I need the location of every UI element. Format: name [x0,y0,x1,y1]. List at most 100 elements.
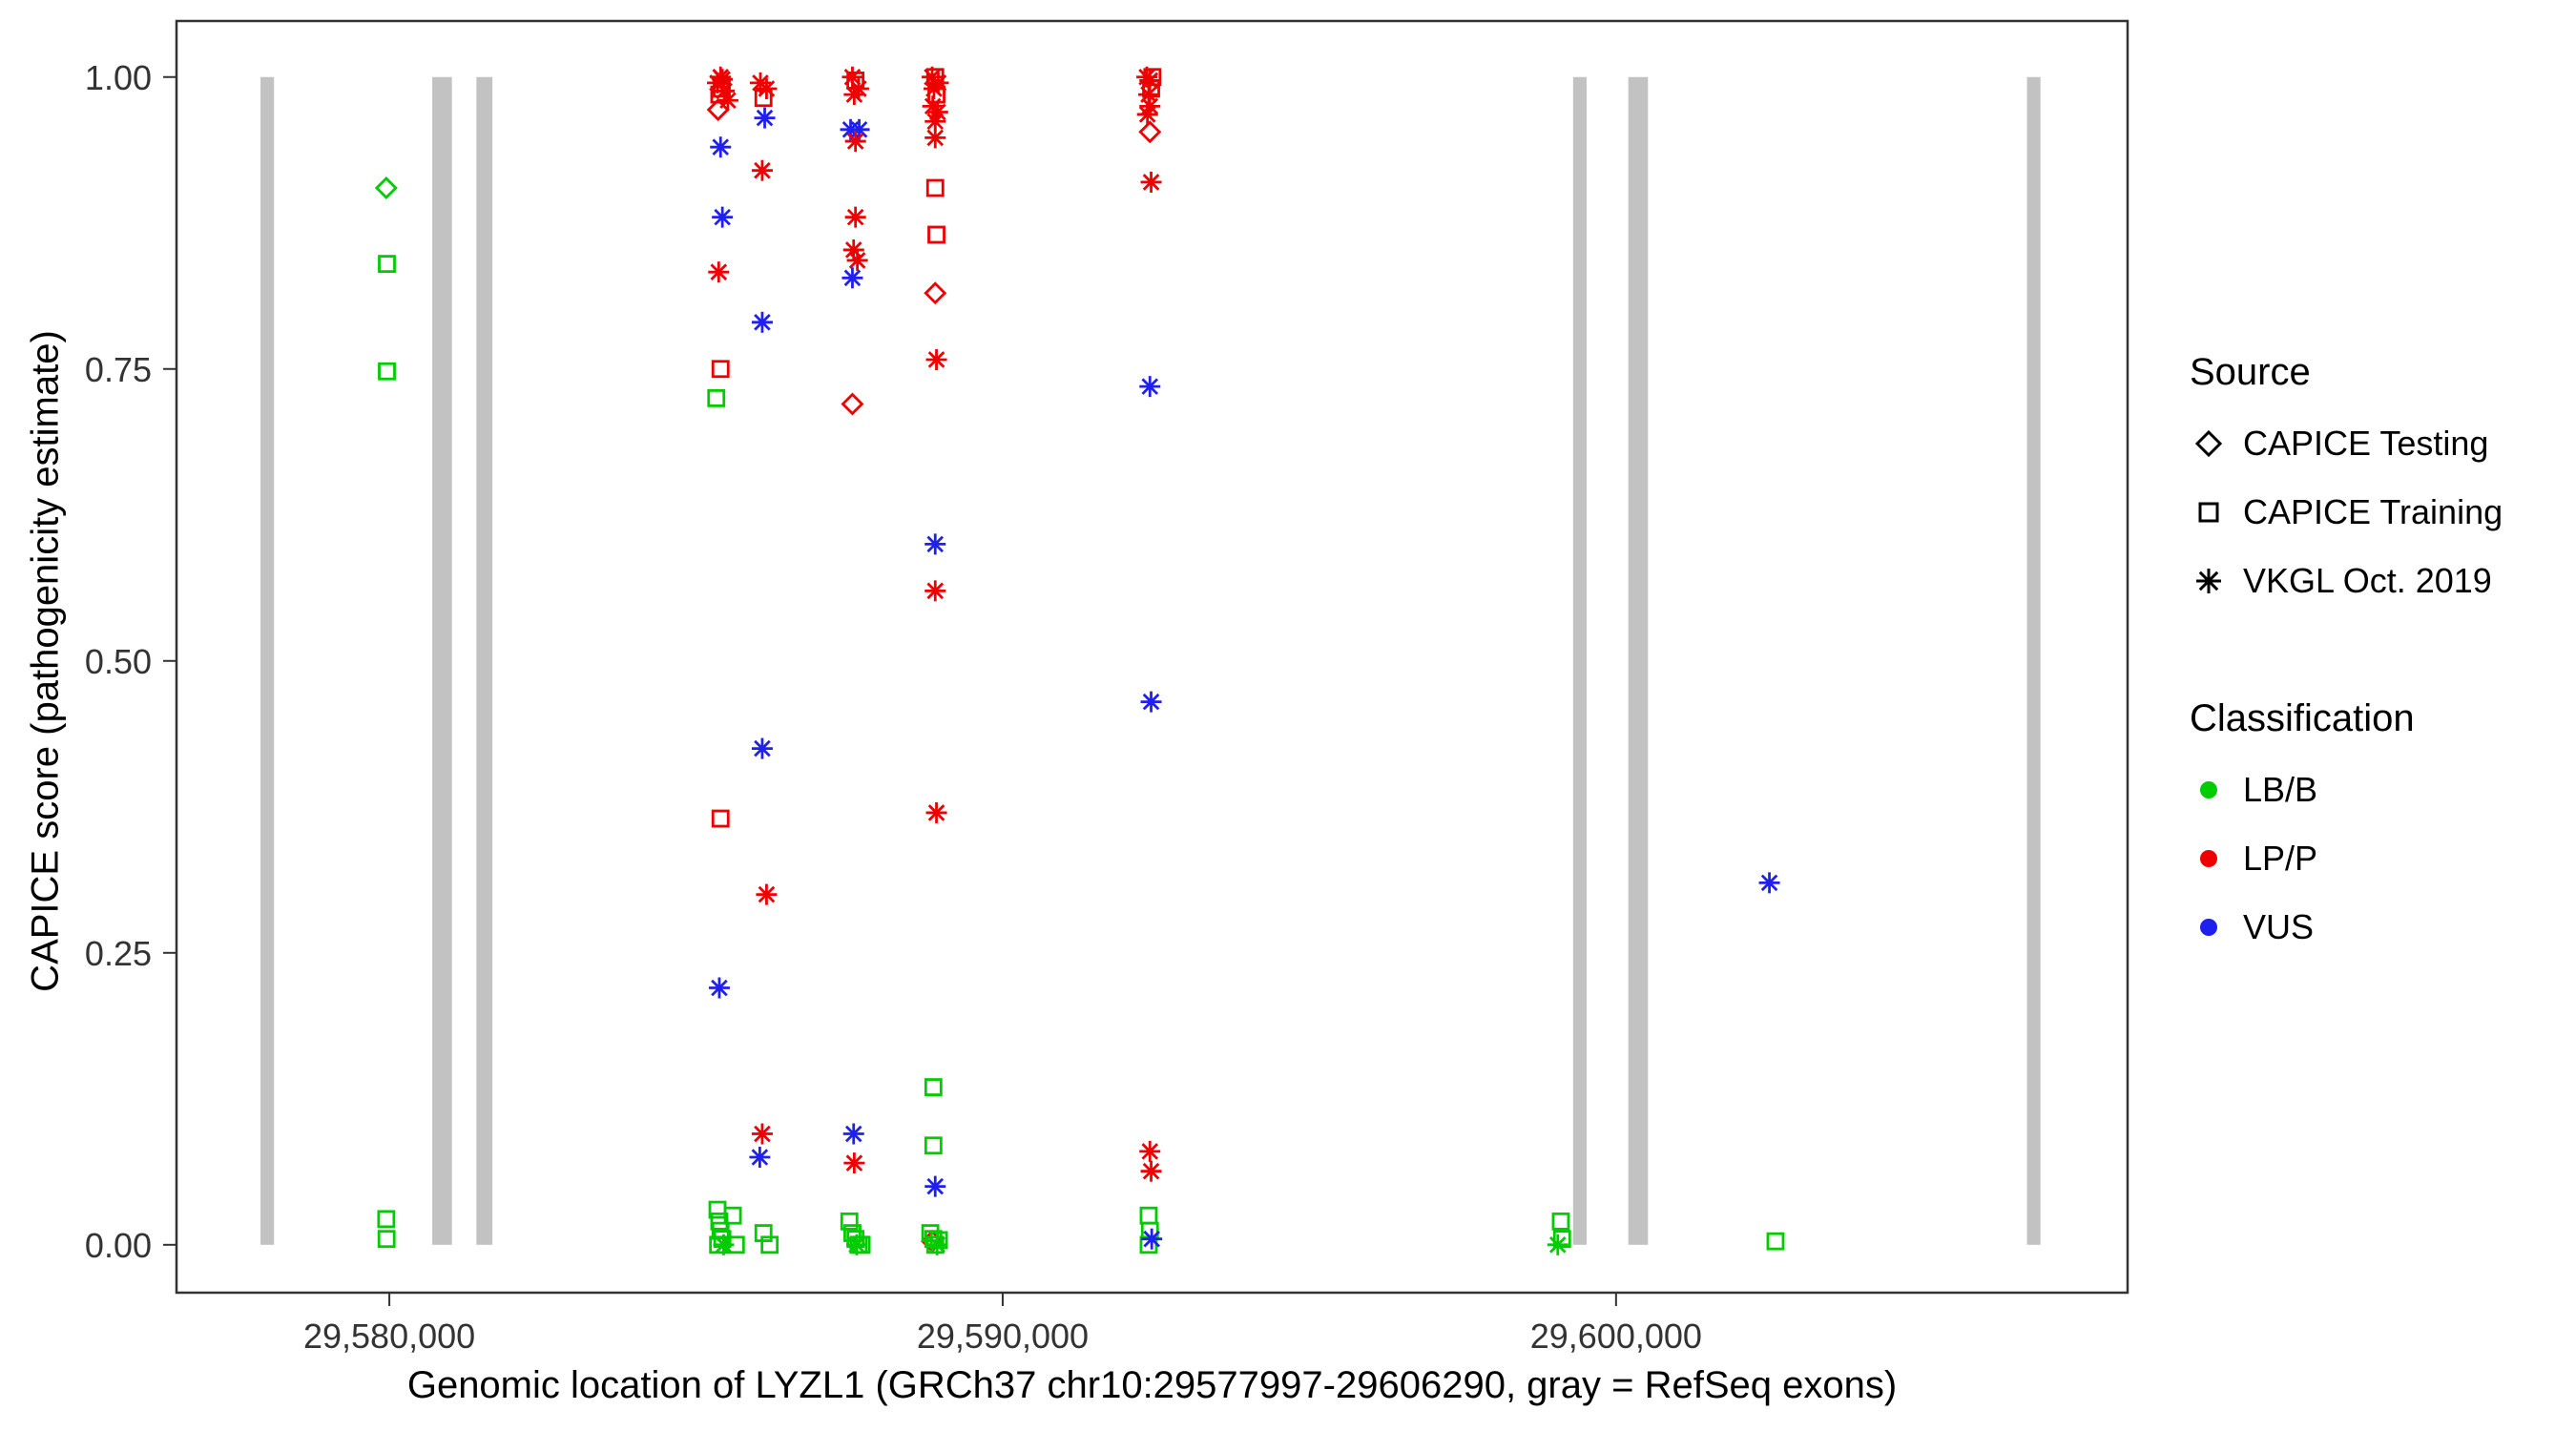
green-dot-icon [2200,781,2217,798]
asterisk-icon [2196,569,2221,593]
refseq-exon-bar [432,76,452,1245]
data-point-square [378,362,396,381]
data-point-asterisk [751,159,773,181]
data-point-square [924,1136,943,1155]
data-point-diamond [924,281,947,305]
legend-section-classification: Classification LB/B LP/P VUS [2190,697,2503,962]
data-point-square [760,1235,779,1255]
data-point-asterisk [754,107,776,129]
data-point-asterisk [924,580,946,602]
panel-border [175,19,2129,1295]
data-point-asterisk [924,533,946,555]
data-point-asterisk [1140,171,1162,193]
data-point-square [726,1235,745,1255]
data-point-square [378,255,396,274]
data-point-asterisk [926,1234,948,1255]
data-point-diamond [374,176,398,200]
legend-label-vus: VUS [2243,907,2315,946]
data-point-asterisk [846,249,868,271]
x-axis-tick-label: 29,590,000 [917,1317,1089,1356]
data-point-asterisk [1547,1234,1568,1255]
data-point-square [1766,1232,1785,1251]
data-point-square [1551,1212,1570,1231]
data-point-square [713,79,731,98]
legend-label-vkgl: VKGL Oct. 2019 [2243,561,2492,600]
data-point-asterisk [756,77,778,99]
legend: Source CAPICE Testing CAPICE Training [2190,351,2503,962]
data-point-asterisk [708,261,730,283]
data-point-square [929,1231,948,1250]
data-point-asterisk [924,1175,946,1197]
data-point-asterisk [756,883,778,905]
legend-label-lpp: LP/P [2243,839,2318,878]
data-point-square [711,809,730,828]
data-point-asterisk [708,977,730,999]
data-point-asterisk [1758,872,1780,894]
data-point-square [924,1078,943,1096]
y-axis-tick-label: 0.50 [85,642,152,681]
data-point-square [927,225,945,244]
data-point-asterisk [1139,376,1161,398]
legend-item-capice-training: CAPICE Training [2190,478,2503,547]
data-point-asterisk [751,737,773,759]
data-point-square [377,1230,396,1249]
data-point-asterisk [751,1123,773,1145]
data-point-asterisk [925,348,947,370]
refseq-exon-bar [476,76,493,1245]
data-point-asterisk [749,1147,771,1169]
data-point-square [723,1206,742,1225]
data-point-asterisk [751,311,773,333]
data-point-square [1143,68,1162,87]
data-point-square [925,178,945,197]
data-point-asterisk [843,1152,865,1174]
data-point-asterisk [844,131,866,153]
data-point-square [1139,1206,1158,1225]
data-point-asterisk [924,127,946,149]
legend-item-lpp: LP/P [2190,824,2503,893]
data-point-asterisk [841,267,863,289]
data-point-square [707,388,726,407]
data-point-square [852,1235,871,1255]
data-point-square [711,360,730,379]
data-point-asterisk [1140,691,1162,713]
legend-source-title: Source [2190,351,2311,393]
refseq-exon-bar [2026,76,2041,1245]
data-point-asterisk [710,136,732,158]
data-point-square [754,1224,773,1242]
refseq-exon-bar [260,76,275,1245]
data-point-asterisk [844,206,866,228]
data-point-asterisk [717,90,738,112]
legend-classification-title: Classification [2190,697,2415,739]
data-point-asterisk [842,1123,864,1145]
data-point-asterisk [1136,103,1158,125]
x-axis-tick-label: 29,600,000 [1530,1317,1702,1356]
y-axis-tick-label: 0.00 [85,1226,152,1265]
data-point-asterisk [925,801,947,823]
legend-item-lbb: LB/B [2190,756,2503,824]
legend-item-vus: VUS [2190,893,2503,962]
x-axis-title: Genomic location of LYZL1 (GRCh37 chr10:… [406,1364,1898,1406]
data-point-diamond [706,98,730,122]
y-axis-tick-label: 0.25 [85,934,152,973]
data-point-asterisk [712,206,734,228]
data-point-square [1552,1230,1571,1249]
open-diamond-icon [2194,429,2223,458]
refseq-exon-bar [1628,76,1649,1245]
y-axis-tick-label: 1.00 [85,58,152,97]
refseq-exon-bar [1572,76,1587,1245]
y-axis-title: CAPICE score (pathogenicity estimate) [24,330,67,992]
data-point-diamond [841,392,864,416]
data-point-asterisk [1139,1140,1161,1162]
data-point-square [710,1212,729,1231]
legend-label-lbb: LB/B [2243,770,2318,809]
data-point-asterisk [1140,1160,1162,1182]
data-point-asterisk [843,84,865,106]
data-point-square [754,89,773,108]
data-point-asterisk [1141,1228,1163,1250]
red-dot-icon [2200,850,2217,867]
blue-dot-icon [2200,919,2217,936]
legend-label-capice-testing: CAPICE Testing [2243,424,2489,463]
legend-item-capice-testing: CAPICE Testing [2190,409,2503,478]
